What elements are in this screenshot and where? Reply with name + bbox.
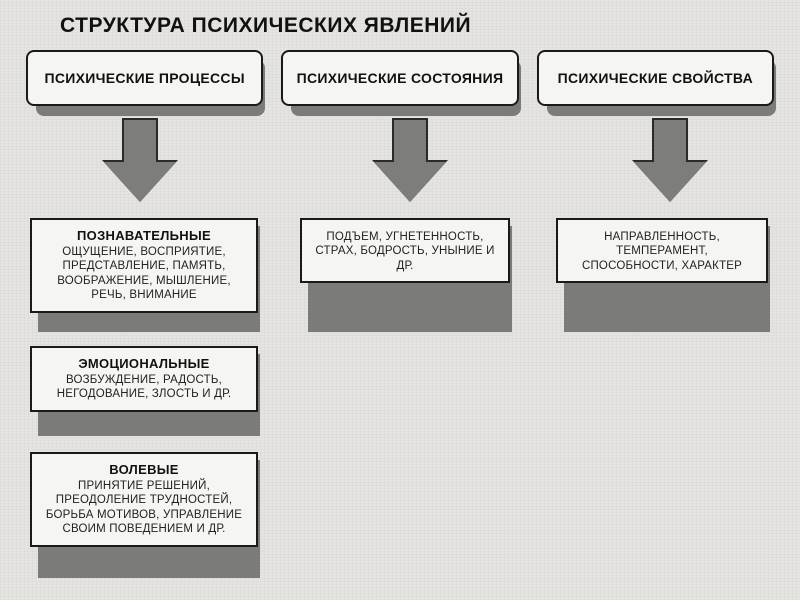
detail-box-volitional: ВОЛЕВЫЕ ПРИНЯТИЕ РЕШЕНИЙ, ПРЕОДОЛЕНИЕ ТР…	[30, 452, 258, 547]
detail-body: ВОЗБУЖДЕНИЕ, РАДОСТЬ, НЕГОДОВАНИЕ, ЗЛОСТ…	[42, 373, 246, 402]
arrow-down-icon	[100, 118, 180, 208]
detail-front: ЭМОЦИОНАЛЬНЫЕ ВОЗБУЖДЕНИЕ, РАДОСТЬ, НЕГО…	[30, 346, 258, 412]
header-row: ПСИХИЧЕСКИЕ ПРОЦЕССЫ ПСИХИЧЕСКИЕ СОСТОЯН…	[26, 50, 774, 106]
detail-box-states: ПОДЪЕМ, УГНЕТЕННОСТЬ, СТРАХ, БОДРОСТЬ, У…	[300, 218, 510, 283]
detail-front: ПОЗНАВАТЕЛЬНЫЕ ОЩУЩЕНИЕ, ВОСПРИЯТИЕ, ПРЕ…	[30, 218, 258, 313]
detail-body: ПРИНЯТИЕ РЕШЕНИЙ, ПРЕОДОЛЕНИЕ ТРУДНОСТЕЙ…	[42, 479, 246, 537]
arrow-down-icon	[630, 118, 710, 208]
page-title: СТРУКТУРА ПСИХИЧЕСКИХ ЯВЛЕНИЙ	[60, 14, 471, 38]
detail-body: НАПРАВЛЕННОСТЬ, ТЕМПЕРАМЕНТ, СПОСОБНОСТИ…	[568, 230, 756, 273]
header-box-states: ПСИХИЧЕСКИЕ СОСТОЯНИЯ	[281, 50, 518, 106]
detail-front: ПОДЪЕМ, УГНЕТЕННОСТЬ, СТРАХ, БОДРОСТЬ, У…	[300, 218, 510, 283]
header-box-properties: ПСИХИЧЕСКИЕ СВОЙСТВА	[537, 50, 774, 106]
header-label: ПСИХИЧЕСКИЕ СОСТОЯНИЯ	[281, 50, 518, 106]
detail-title: ЭМОЦИОНАЛЬНЫЕ	[42, 356, 246, 371]
detail-body: ПОДЪЕМ, УГНЕТЕННОСТЬ, СТРАХ, БОДРОСТЬ, У…	[312, 230, 498, 273]
header-label: ПСИХИЧЕСКИЕ СВОЙСТВА	[537, 50, 774, 106]
detail-box-cognitive: ПОЗНАВАТЕЛЬНЫЕ ОЩУЩЕНИЕ, ВОСПРИЯТИЕ, ПРЕ…	[30, 218, 258, 313]
header-label: ПСИХИЧЕСКИЕ ПРОЦЕССЫ	[26, 50, 263, 106]
detail-front: ВОЛЕВЫЕ ПРИНЯТИЕ РЕШЕНИЙ, ПРЕОДОЛЕНИЕ ТР…	[30, 452, 258, 547]
header-box-processes: ПСИХИЧЕСКИЕ ПРОЦЕССЫ	[26, 50, 263, 106]
detail-box-properties: НАПРАВЛЕННОСТЬ, ТЕМПЕРАМЕНТ, СПОСОБНОСТИ…	[556, 218, 768, 283]
detail-title: ПОЗНАВАТЕЛЬНЫЕ	[42, 228, 246, 243]
detail-title: ВОЛЕВЫЕ	[42, 462, 246, 477]
detail-box-emotional: ЭМОЦИОНАЛЬНЫЕ ВОЗБУЖДЕНИЕ, РАДОСТЬ, НЕГО…	[30, 346, 258, 412]
detail-front: НАПРАВЛЕННОСТЬ, ТЕМПЕРАМЕНТ, СПОСОБНОСТИ…	[556, 218, 768, 283]
detail-body: ОЩУЩЕНИЕ, ВОСПРИЯТИЕ, ПРЕДСТАВЛЕНИЕ, ПАМ…	[42, 245, 246, 303]
arrow-down-icon	[370, 118, 450, 208]
